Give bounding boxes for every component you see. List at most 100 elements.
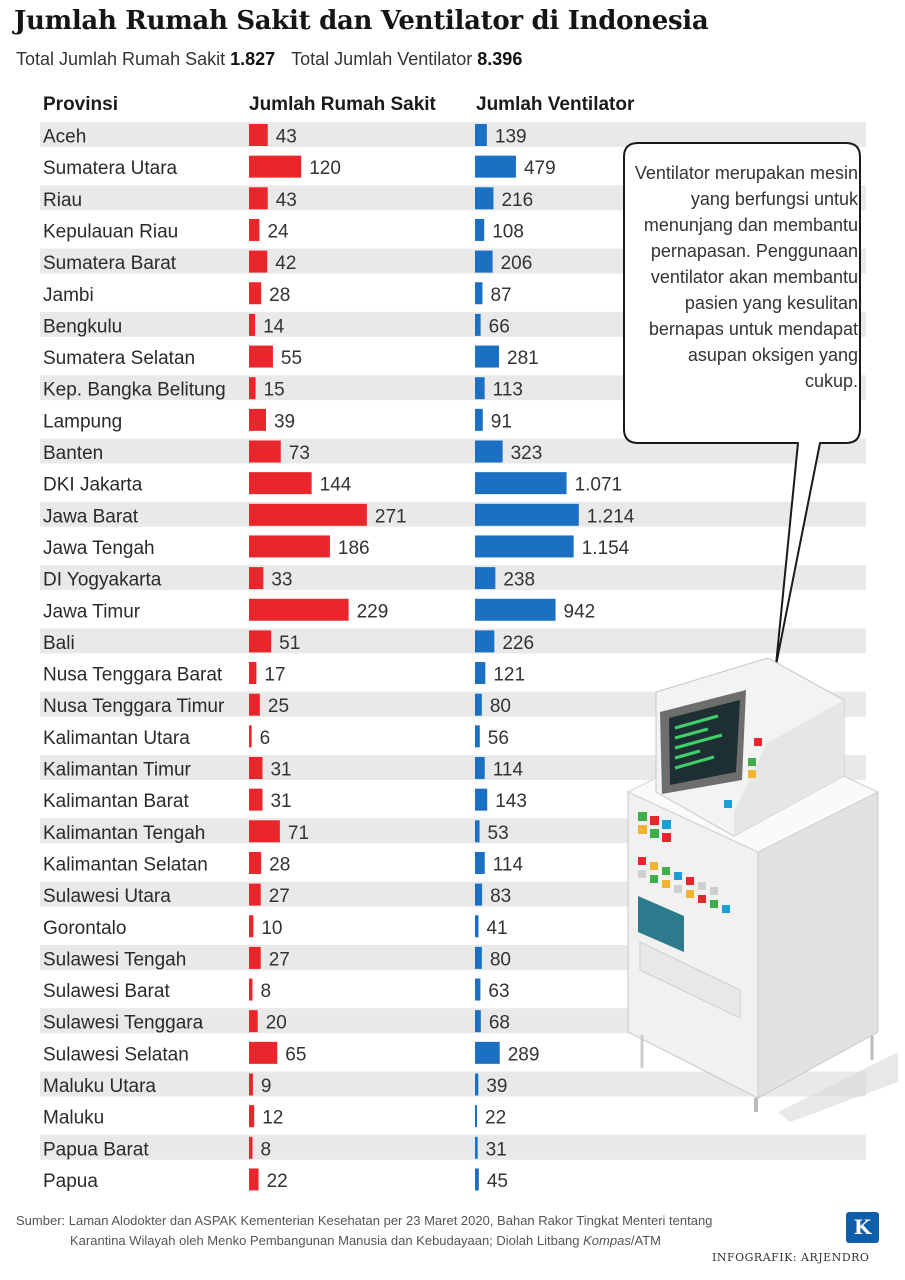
hospital-value-label: 28	[269, 285, 290, 306]
ventilator-bar	[475, 218, 485, 241]
province-label: Nusa Tenggara Timur	[43, 696, 225, 717]
hospital-value-label: 9	[261, 1076, 272, 1097]
province-label: Kep. Bangka Belitung	[43, 380, 226, 401]
ventilator-bar	[475, 757, 485, 779]
hospital-value-label: 39	[274, 411, 295, 432]
hospital-bar	[249, 440, 281, 463]
province-label: Kalimantan Utara	[43, 728, 190, 749]
row-stripe	[40, 628, 866, 654]
province-label: Sumatera Utara	[43, 158, 178, 179]
source-note: Sumber: Laman Alodokter dan ASPAK Kement…	[16, 1211, 786, 1251]
hospital-bar	[249, 1010, 258, 1033]
hospital-bar	[249, 630, 272, 653]
province-label: Sulawesi Utara	[43, 886, 171, 907]
province-label: Aceh	[43, 127, 86, 148]
province-column-header: Provinsi	[43, 94, 118, 115]
ventilator-bar	[475, 725, 480, 748]
hospital-bar	[249, 883, 261, 906]
row-stripe	[40, 565, 866, 591]
hospital-value-label: 12	[262, 1108, 283, 1129]
callout-text: Ventilator merupakan mesin yang berfungs…	[634, 163, 858, 391]
screen-lines	[674, 714, 723, 770]
hospital-bar	[249, 535, 330, 558]
ventilator-bar	[475, 820, 480, 843]
hospital-bar	[249, 788, 263, 811]
ventilator-bar	[475, 377, 485, 400]
hospital-bar	[249, 472, 312, 495]
ventilator-bar	[475, 662, 486, 685]
row-stripe	[40, 1134, 866, 1160]
ventilator-value-label: 39	[486, 1076, 507, 1097]
hospital-bar	[249, 377, 256, 400]
ventilator-value-label: 41	[487, 918, 508, 939]
province-label: Kepulauan Riau	[43, 221, 178, 242]
ventilator-value-label: 206	[501, 253, 533, 274]
total-ventilator-value: 8.396	[477, 49, 523, 69]
province-label: Kalimantan Timur	[43, 760, 192, 781]
province-label: Lampung	[43, 411, 122, 432]
ventilator-value-label: 80	[490, 949, 511, 970]
ventilator-value-label: 942	[564, 601, 596, 622]
hospital-value-label: 65	[285, 1044, 306, 1065]
hospital-value-label: 17	[264, 665, 285, 686]
hospital-bar	[249, 851, 262, 874]
province-label: Banten	[43, 443, 103, 464]
hospital-bar	[249, 1073, 253, 1096]
province-label: Sulawesi Barat	[43, 981, 170, 1002]
hospital-value-label: 43	[276, 190, 297, 211]
ventilator-value-label: 113	[493, 380, 523, 401]
hospital-value-label: 8	[260, 981, 271, 1002]
hospital-value-label: 14	[263, 316, 285, 337]
province-label: Bali	[43, 633, 75, 654]
hospital-bar	[249, 725, 252, 748]
ventilator-bar	[475, 1073, 479, 1096]
hospital-value-label: 31	[270, 760, 291, 781]
hospital-bar	[249, 915, 254, 938]
ventilator-value-label: 238	[503, 570, 535, 591]
ventilator-bar	[475, 124, 487, 146]
ventilator-bar	[475, 883, 483, 906]
ventilator-bar	[475, 1041, 500, 1064]
ventilator-bar	[475, 313, 481, 336]
ventilator-bar	[475, 693, 482, 716]
hospital-value-label: 71	[288, 823, 309, 844]
total-hospital-label: Total Jumlah Rumah Sakit	[16, 49, 226, 69]
province-label: Sumatera Selatan	[43, 348, 195, 369]
total-ventilator-label: Total Jumlah Ventilator	[291, 49, 473, 69]
province-label: Maluku Utara	[43, 1076, 156, 1097]
hospital-value-label: 51	[279, 633, 300, 654]
hospital-bar	[249, 313, 256, 336]
hospital-bar	[249, 757, 263, 779]
ventilator-value-label: 1.214	[587, 506, 635, 527]
ventilator-bar	[475, 1105, 477, 1128]
ventilator-value-label: 80	[490, 696, 511, 717]
ventilator-value-label: 66	[489, 316, 510, 337]
ventilator-bar	[475, 946, 482, 969]
hospital-bar	[249, 1041, 278, 1064]
province-label: Jawa Timur	[43, 601, 141, 622]
ventilator-value-label: 108	[492, 221, 524, 242]
ventilator-value-label: 53	[488, 823, 509, 844]
hospital-bar	[249, 598, 349, 621]
ventilator-bar	[475, 567, 496, 590]
ventilator-value-label: 114	[493, 854, 524, 875]
ventilator-bar	[475, 598, 556, 621]
hospital-value-label: 229	[357, 601, 389, 622]
hospital-value-label: 271	[375, 506, 407, 527]
ventilator-bar	[475, 155, 516, 178]
ventilator-value-label: 479	[524, 158, 556, 179]
province-label: Papua	[43, 1171, 98, 1192]
province-label: Kalimantan Barat	[43, 791, 189, 812]
province-label: DKI Jakarta	[43, 475, 143, 496]
hospital-bar	[249, 946, 261, 969]
hospital-bar	[249, 567, 264, 590]
ventilator-bar	[475, 408, 483, 431]
province-label: Maluku	[43, 1108, 104, 1129]
ventilator-bar	[475, 345, 500, 368]
province-label: Sulawesi Selatan	[43, 1044, 189, 1065]
ventilator-bar	[475, 915, 479, 938]
hospital-value-label: 73	[289, 443, 310, 464]
ventilator-value-label: 226	[502, 633, 534, 654]
ventilator-value-label: 22	[485, 1108, 506, 1129]
ventilator-bar	[475, 503, 579, 526]
